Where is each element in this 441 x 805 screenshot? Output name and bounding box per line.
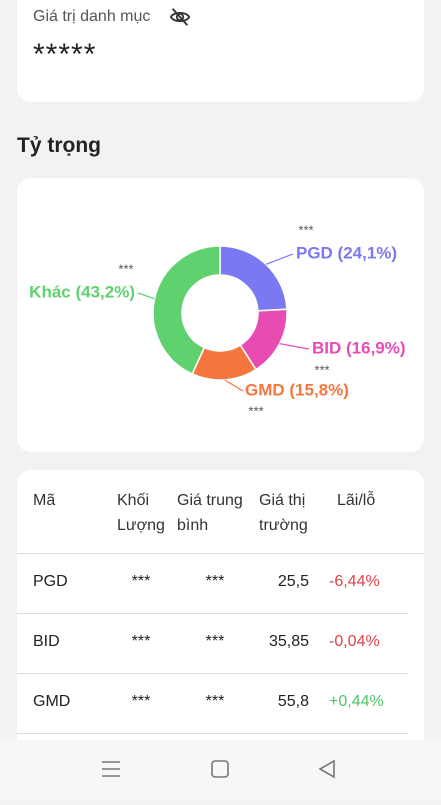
table-cell: 25,5: [277, 573, 309, 590]
table-cell: ***: [205, 633, 225, 650]
table-header: Khối Lượng: [117, 492, 165, 534]
segment-annotation: ***: [248, 403, 263, 418]
table-cell: ***: [205, 693, 225, 710]
portfolio-card: Giá trị danh mục *****: [17, 0, 424, 102]
table-cell: ***: [131, 573, 151, 590]
segment-label: BID (16,9%): [312, 338, 406, 357]
nav-bar: [0, 740, 441, 800]
table-cell: ***: [131, 693, 151, 710]
table-cell: -0,04%: [329, 633, 380, 650]
donut-segment: [219, 245, 288, 312]
leader-line: [137, 292, 155, 300]
separator: [17, 673, 408, 674]
table-cell: +0,44%: [329, 693, 384, 710]
segment-annotation: ***: [314, 362, 329, 377]
table-cell: ***: [131, 633, 151, 650]
portfolio-value: *****: [33, 38, 97, 71]
leader-line: [265, 253, 294, 265]
leader-line: [224, 379, 244, 392]
table-cell: ***: [205, 573, 225, 590]
separator: [17, 613, 408, 614]
segment-label: PGD (24,1%): [296, 243, 397, 262]
chart-card: PGD (24,1%) *** BID (16,9%) *** GMD (15,8%) *…: [17, 178, 424, 452]
segment-label: GMD (15,8%): [245, 380, 349, 399]
table-header: Giá thị trường: [259, 492, 308, 534]
segment-annotation: ***: [298, 222, 313, 237]
hide-toggle[interactable]: [169, 6, 191, 28]
table-cell: PGD: [33, 573, 68, 590]
section-title: Tỷ trọng: [17, 134, 101, 157]
table-cell: GMD: [33, 693, 71, 710]
donut-segment: [152, 245, 221, 375]
portfolio-label: Giá trị danh mục: [33, 8, 151, 25]
donut-chart: PGD (24,1%) *** BID (16,9%) *** GMD (15,8%) *…: [29, 222, 406, 418]
nav-icons: [102, 759, 335, 779]
segment-annotation: ***: [118, 261, 133, 276]
table-header: Giá trung bình: [177, 492, 243, 534]
table-cell: 35,85: [268, 633, 309, 650]
separator: [17, 553, 424, 554]
table-cell: 55,8: [277, 693, 309, 710]
holdings-table: Mã Khối Lượng Giá trung bình Giá thị trường…: [17, 470, 424, 770]
table-header: Mã: [33, 492, 56, 509]
table-header: Lãi/lỗ: [337, 492, 376, 509]
table-cell: -6,44%: [329, 573, 380, 590]
leader-line: [279, 343, 310, 350]
separator: [17, 733, 408, 734]
segment-label: Khác (43,2%): [29, 282, 135, 301]
table-cell: BID: [33, 633, 60, 650]
